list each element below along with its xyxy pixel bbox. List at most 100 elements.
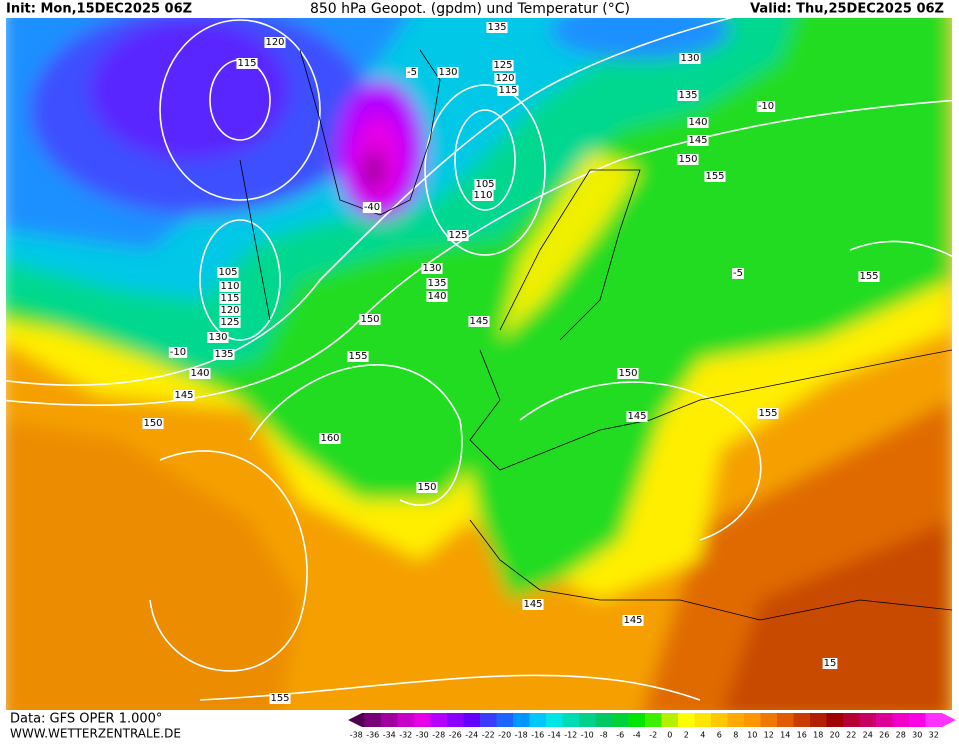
contour-label: 155 bbox=[705, 171, 724, 182]
coastlines bbox=[239, 49, 952, 621]
contour-label-bg bbox=[472, 190, 494, 201]
colorbar-label: -34 bbox=[383, 731, 396, 740]
contour-label: -40 bbox=[364, 202, 380, 213]
website: WWW.WETTERZENTRALE.DE bbox=[10, 727, 181, 741]
contour-label: 105 bbox=[475, 179, 494, 190]
contour-label: 155 bbox=[348, 351, 367, 362]
colorbar-label: 18 bbox=[813, 731, 823, 740]
colorbar-label: 8 bbox=[733, 731, 738, 740]
contour-label: 140 bbox=[190, 368, 209, 379]
contour-label: 145 bbox=[688, 135, 707, 146]
colorbar-swatch bbox=[810, 713, 827, 727]
contour-label-bg bbox=[677, 154, 699, 165]
colorbar-label: 32 bbox=[929, 731, 939, 740]
colorbar-swatch bbox=[727, 713, 744, 727]
contour-label: 115 bbox=[498, 85, 517, 96]
contour-label-bg bbox=[468, 316, 490, 327]
contour-label-bg bbox=[359, 314, 381, 325]
contour-label-bg bbox=[236, 58, 258, 69]
colorbar-arrow-left bbox=[348, 713, 362, 727]
colorbar-swatch bbox=[711, 713, 728, 727]
contour-labels: 1201151351301251201151301351401451501551… bbox=[142, 22, 880, 704]
colorbar-swatch bbox=[496, 713, 513, 727]
contour-label: 150 bbox=[618, 368, 637, 379]
contour-label: 135 bbox=[678, 90, 697, 101]
contour-label: 150 bbox=[360, 314, 379, 325]
contour-label-bg bbox=[822, 658, 838, 669]
contour-label: 120 bbox=[220, 305, 239, 316]
contour-label: -10 bbox=[758, 101, 774, 112]
colorbar-swatch bbox=[562, 713, 579, 727]
colorbar-swatch bbox=[744, 713, 761, 727]
init-time: Init: Mon,15DEC2025 06Z bbox=[6, 2, 192, 17]
colorbar-label: -10 bbox=[581, 731, 594, 740]
colorbar-label: 2 bbox=[684, 731, 689, 740]
contour-label-bg bbox=[626, 411, 648, 422]
colorbar-label: -12 bbox=[564, 731, 577, 740]
contour-label: 135 bbox=[487, 22, 506, 33]
colorbar-swatch bbox=[645, 713, 662, 727]
colorbar-label: 14 bbox=[780, 731, 790, 740]
contour-label: 140 bbox=[688, 117, 707, 128]
contour-label-bg bbox=[168, 347, 188, 358]
colorbar-swatch bbox=[694, 713, 711, 727]
contour-label: 135 bbox=[214, 349, 233, 360]
colorbar-label: -4 bbox=[633, 731, 641, 740]
colorbar-label: -6 bbox=[616, 731, 624, 740]
contour-label: 150 bbox=[143, 418, 162, 429]
contour-label-bg bbox=[447, 230, 469, 241]
contour-label-bg bbox=[189, 368, 211, 379]
contour-label-bg bbox=[677, 90, 699, 101]
colorbar-label: -36 bbox=[366, 731, 379, 740]
contour-label-bg bbox=[219, 317, 241, 328]
contour-label-bg bbox=[264, 37, 286, 48]
colorbar-swatch bbox=[397, 713, 414, 727]
contour-label-bg bbox=[173, 390, 195, 401]
colorbar-swatch bbox=[447, 713, 464, 727]
contour-label-bg bbox=[858, 271, 880, 282]
colorbar-swatch bbox=[760, 713, 777, 727]
contour-label: 120 bbox=[265, 37, 284, 48]
contour-label-bg bbox=[486, 22, 508, 33]
colorbar-label: -8 bbox=[600, 731, 608, 740]
colorbar-swatch bbox=[595, 713, 612, 727]
colorbar-label: -32 bbox=[399, 731, 412, 740]
contour-label-bg bbox=[617, 368, 639, 379]
contour-label-bg bbox=[687, 135, 709, 146]
contour-label-bg bbox=[494, 73, 516, 84]
contour-label-bg bbox=[217, 267, 239, 278]
contour-label: 130 bbox=[438, 67, 457, 78]
contour-label: 115 bbox=[237, 58, 256, 69]
contour-label-bg bbox=[732, 268, 744, 279]
contour-label: 125 bbox=[448, 230, 467, 241]
contour-label: 110 bbox=[473, 190, 492, 201]
contour-label: 110 bbox=[220, 281, 239, 292]
contour-label-bg bbox=[704, 171, 726, 182]
contour-label: 130 bbox=[208, 332, 227, 343]
contour-label: 135 bbox=[427, 278, 446, 289]
colorbar-label: 6 bbox=[717, 731, 722, 740]
map-title: 850 hPa Geopot. (gpdm) und Temperatur (°… bbox=[310, 1, 630, 17]
contour-label: -10 bbox=[170, 347, 186, 358]
colorbar-swatch bbox=[362, 713, 365, 727]
contour-label-bg bbox=[757, 408, 779, 419]
contour-label: 155 bbox=[758, 408, 777, 419]
contour-label: 145 bbox=[523, 599, 542, 610]
contour-label-bg bbox=[474, 179, 496, 190]
colorbar-label: -24 bbox=[465, 731, 478, 740]
colorbar-swatch bbox=[513, 713, 530, 727]
colorbar-swatch bbox=[678, 713, 695, 727]
colorbar-swatch bbox=[777, 713, 794, 727]
contour-label: -5 bbox=[407, 67, 417, 78]
contour-label-bg bbox=[142, 418, 164, 429]
contour-label-bg bbox=[421, 263, 443, 274]
colorbar-label: 20 bbox=[830, 731, 840, 740]
contour-label-bg bbox=[522, 599, 544, 610]
colorbar-label: -38 bbox=[350, 731, 363, 740]
colorbar-swatch bbox=[579, 713, 596, 727]
colorbar-label: 30 bbox=[912, 731, 922, 740]
contour-label: 115 bbox=[220, 293, 239, 304]
contour-label-bg bbox=[347, 351, 369, 362]
colorbar-swatch bbox=[859, 713, 876, 727]
